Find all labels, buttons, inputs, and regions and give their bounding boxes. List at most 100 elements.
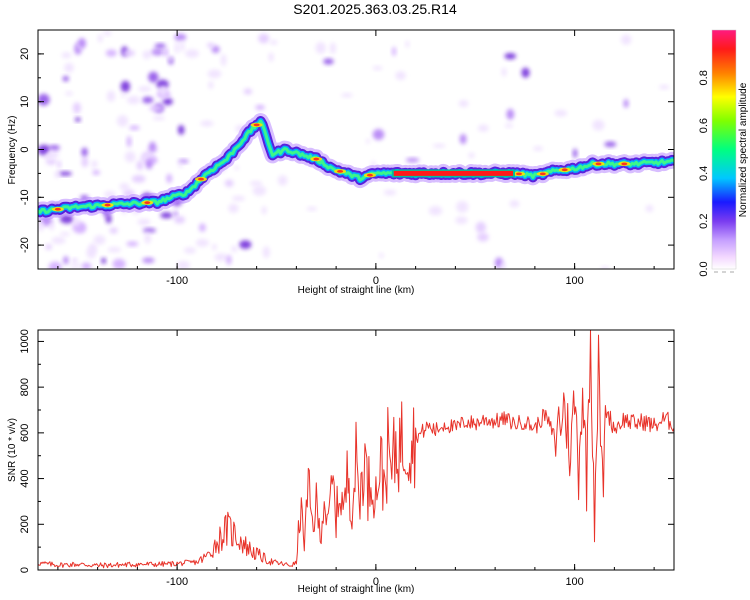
spectrogram-noise-blob: [234, 165, 240, 171]
spectrogram-noise-blob: [206, 42, 215, 48]
spectrogram-noise-blob: [166, 173, 173, 184]
spectrogram-noise-blob: [142, 257, 155, 264]
spectrogram-noise-blob: [136, 160, 144, 171]
spectrogram-noise-blob: [174, 33, 187, 41]
spectrogram-noise-blob: [122, 49, 135, 57]
spectrogram-noise-blob: [105, 49, 117, 57]
spectrogram-noise-blob: [65, 91, 73, 96]
spectrogram-noise-blob: [107, 246, 122, 253]
spectrogram-noise-blob: [249, 180, 263, 186]
spectrogram-noise-blob: [200, 120, 214, 127]
spectrogram-hotspot-core: [515, 172, 522, 176]
spectrogram-noise-blob: [177, 162, 184, 168]
spectrogram-noise-blob: [277, 175, 288, 186]
spectrogram-noise-blob: [372, 66, 383, 71]
spectrogram-noise-blob: [86, 246, 97, 259]
spectrogram-ytick-label: 0: [19, 146, 31, 152]
spectrogram-noise-blob: [405, 157, 420, 163]
spectrogram-noise-blob: [120, 93, 126, 98]
spectrogram-noise-blob: [428, 205, 443, 216]
spectrogram-noise-blob: [506, 108, 515, 120]
spectrogram-noise-blob: [120, 80, 131, 92]
spectrogram-noise-blob: [477, 124, 489, 132]
spectrogram-noise-blob: [500, 261, 506, 269]
spectrogram-noise-blob: [74, 117, 81, 122]
spectrogram-noise-blob: [152, 115, 166, 121]
spectrogram-noise-blob: [226, 254, 232, 265]
spectrogram-noise-blob: [475, 221, 487, 233]
colorbar-frame: [711, 29, 737, 270]
spectrogram-noise-blob: [504, 52, 517, 60]
spectrogram-noise-blob: [129, 125, 140, 131]
spectrogram-noise-blob: [126, 241, 139, 247]
spectrogram-noise-blob: [38, 221, 45, 232]
spectrogram-noise-blob: [49, 222, 55, 231]
spectrogram-noise-blob: [45, 158, 57, 165]
spectrogram-noise-blob: [138, 86, 152, 92]
spectrogram-noise-blob: [137, 218, 151, 226]
snr-ytick-label: 400: [19, 469, 31, 487]
spectrogram-noise-blob: [148, 71, 159, 83]
spectrogram-noise-blob: [144, 232, 152, 244]
spectrogram-noise-blob: [232, 195, 245, 202]
spectrogram-hotspot-core: [253, 123, 260, 127]
snr-xlabel: Height of straight line (km): [298, 584, 415, 595]
spectrogram-noise-blob: [243, 88, 253, 95]
colorbar-tick-label: 0.2: [698, 214, 710, 229]
spectrogram-noise-blob: [572, 148, 578, 159]
spectrogram-noise-blob: [405, 40, 410, 48]
spectrogram-noise-blob: [211, 45, 220, 54]
spectrogram-noise-blob: [81, 262, 92, 269]
spectrogram-noise-blob: [46, 150, 54, 161]
spectrogram-noise-blob: [459, 133, 467, 145]
spectrogram-noise-blob: [109, 227, 118, 234]
spectrogram-noise-blob: [255, 104, 265, 111]
snr-ytick-label: 600: [19, 424, 31, 442]
spectrogram-noise-blob: [63, 256, 69, 265]
spectrogram-noise-blob: [378, 252, 384, 258]
snr-ytick-label: 200: [19, 515, 31, 533]
spectrogram-noise-blob: [178, 159, 189, 164]
spectrogram-noise-blob: [112, 258, 126, 269]
colorbar-tick-label: 0.4: [698, 166, 710, 181]
spectrogram-noise-blob: [64, 62, 74, 73]
spectrogram-noise-blob: [383, 189, 397, 196]
spectrogram-noise-blob: [341, 93, 353, 98]
spectrogram-ytick-label: 20: [19, 48, 31, 60]
spectrogram-noise-blob: [101, 257, 107, 264]
spectrogram-noise-blob: [458, 99, 469, 108]
spectrogram-noise-blob: [501, 67, 507, 77]
colorbar-tick-label: 0.0: [698, 261, 710, 276]
spectrogram-noise-blob: [151, 48, 164, 56]
spectrogram-noise-blob: [59, 231, 71, 237]
spectrogram-noise-blob: [173, 215, 186, 224]
spectrogram-xtick-label: 100: [565, 275, 583, 287]
spectrogram-ytick-label: -10: [19, 189, 31, 205]
spectrogram-noise-blob: [173, 210, 178, 217]
spectrogram-noise-blob: [195, 238, 209, 247]
spectrogram-noise-blob: [61, 52, 72, 59]
spectrogram-noise-blob: [228, 203, 239, 213]
spectrogram-noise-blob: [71, 258, 78, 263]
colorbar-tick-label: 0.8: [698, 70, 710, 85]
spectrogram-noise-blob: [102, 31, 112, 36]
spectrogram-xtick-label: 0: [373, 275, 379, 287]
spectrogram-noise-blob: [231, 245, 238, 253]
spectrogram-noise-blob: [199, 223, 206, 232]
spectrogram-noise-blob: [268, 52, 274, 62]
spectrogram-noise-blob: [148, 104, 163, 112]
spectrogram-noise-blob: [126, 135, 132, 148]
spectrogram-hotspot-core: [197, 177, 204, 181]
spectrogram-noise-blob: [162, 98, 173, 106]
spectrogram-noise-blob: [58, 171, 73, 176]
snr-frame: [37, 329, 675, 571]
spectrogram-noise-blob: [211, 243, 217, 251]
spectrogram-noise-blob: [214, 253, 228, 262]
spectrogram-noise-blob: [156, 79, 169, 89]
spectrogram-noise-blob: [177, 260, 191, 269]
spectrogram-noise-blob: [365, 138, 370, 144]
spectrogram-noise-blob: [57, 160, 62, 169]
spectrogram-noise-blob: [252, 185, 267, 196]
